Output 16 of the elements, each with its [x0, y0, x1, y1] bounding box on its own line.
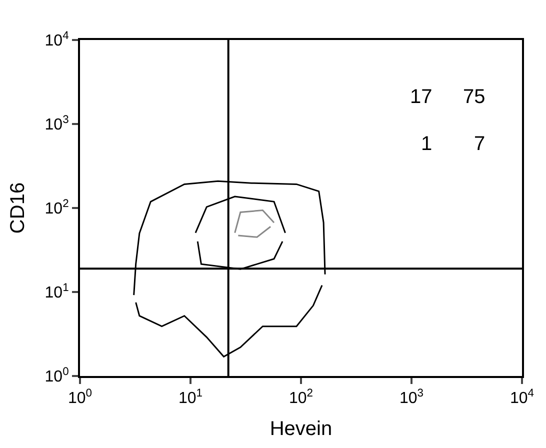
y-tick-label: 10$^{4}$: [44, 30, 69, 50]
annotation: 17: [410, 86, 432, 108]
x-tick-label: 10$^{2}$: [288, 387, 314, 408]
x-tick-label: 10$^{1}$: [178, 387, 203, 408]
y-tick-label: 10$^{3}$: [44, 114, 69, 134]
annotation: 7: [474, 133, 486, 155]
x-tick-label: 10$^{0}$: [68, 387, 92, 408]
x-axis-title: Hevein: [270, 418, 332, 440]
annotation: 1: [421, 133, 432, 155]
x-tick-label: 10$^{4}$: [510, 387, 534, 408]
annotation: 75: [463, 86, 486, 108]
y-tick-label: 10$^{0}$: [44, 366, 69, 386]
y-axis-title: CD16: [6, 182, 29, 234]
y-tick-label: 10$^{2}$: [44, 198, 69, 218]
x-tick-label: 10$^{3}$: [399, 387, 424, 408]
y-tick-label: 10$^{1}$: [44, 282, 69, 302]
